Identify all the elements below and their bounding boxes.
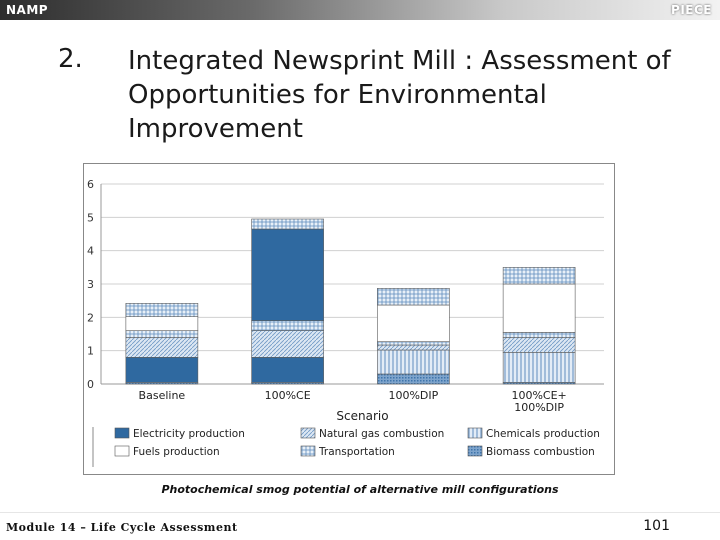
bar-segment bbox=[251, 357, 324, 383]
legend-label: Chemicals production bbox=[486, 428, 600, 440]
header-brand-right: PIECE bbox=[671, 3, 712, 17]
footer-divider bbox=[0, 512, 720, 513]
title-line: Integrated Newsprint Mill : Assessment o… bbox=[128, 46, 671, 76]
y-tick-label: 0 bbox=[87, 378, 94, 391]
y-tick-label: 1 bbox=[87, 345, 94, 358]
bar-segment bbox=[377, 288, 450, 306]
bar-segment bbox=[502, 332, 576, 338]
header-bar: NAMP PIECE bbox=[0, 0, 720, 20]
bar-segment bbox=[502, 337, 576, 353]
bar-segment bbox=[377, 341, 450, 346]
footer-page-number: 101 bbox=[643, 518, 670, 534]
legend-label: Electricity production bbox=[133, 428, 245, 440]
legend-label: Transportation bbox=[318, 446, 395, 458]
legend-swatch bbox=[300, 427, 316, 439]
bar-segment bbox=[125, 337, 199, 358]
bar-segment bbox=[377, 304, 450, 342]
bar-segment bbox=[125, 357, 199, 383]
bar-segment bbox=[502, 352, 576, 383]
bar-segment bbox=[251, 320, 324, 331]
x-tick-label: Baseline bbox=[139, 389, 186, 402]
y-tick-label: 3 bbox=[87, 278, 94, 291]
x-tick-label: 100%DIP bbox=[388, 389, 438, 402]
bar-segment bbox=[377, 349, 450, 375]
legend-swatch bbox=[114, 427, 130, 439]
footer-module-label: Module 14 – Life Cycle Assessment bbox=[6, 521, 238, 534]
y-tick-label: 5 bbox=[87, 211, 94, 224]
bar-segment bbox=[125, 330, 199, 338]
legend-swatch bbox=[114, 445, 130, 457]
bar-segment bbox=[125, 303, 199, 317]
legend-swatch bbox=[300, 445, 316, 457]
bar-segment bbox=[251, 228, 324, 321]
x-axis-title: Scenario bbox=[336, 409, 388, 423]
slide-title: Integrated Newsprint Mill : Assessment o… bbox=[128, 44, 688, 146]
title-line: Opportunities for Environmental bbox=[128, 80, 547, 110]
bar-segment bbox=[251, 330, 324, 358]
bar-segment bbox=[502, 283, 576, 333]
x-tick-label: 100%CE+ bbox=[511, 389, 566, 402]
chart-caption: Photochemical smog potential of alternat… bbox=[161, 483, 559, 496]
legend-swatch bbox=[467, 427, 483, 439]
y-tick-label: 2 bbox=[87, 311, 94, 324]
bar-segment bbox=[251, 218, 324, 230]
bar-segment bbox=[377, 344, 450, 351]
y-tick-label: 6 bbox=[87, 178, 94, 191]
y-tick-label: 4 bbox=[87, 245, 94, 258]
chart-frame: 0 1 2 3 4 5 6 Baseline 100%CE 100%DIP 100%CE+ 100%D… bbox=[83, 163, 615, 475]
legend-label: Biomass combustion bbox=[486, 446, 595, 458]
bar-segment bbox=[377, 373, 450, 385]
bar-segment bbox=[502, 267, 576, 285]
legend-swatch bbox=[467, 445, 483, 457]
x-tick-label: 100%CE bbox=[265, 389, 311, 402]
slide-number: 2. bbox=[58, 44, 83, 74]
x-tick-label: 100%DIP bbox=[514, 401, 564, 414]
bar-segment bbox=[125, 316, 199, 331]
header-brand-left: NAMP bbox=[6, 3, 49, 17]
legend-label: Natural gas combustion bbox=[319, 428, 444, 440]
legend-label: Fuels production bbox=[133, 446, 220, 458]
title-line: Improvement bbox=[128, 114, 303, 144]
